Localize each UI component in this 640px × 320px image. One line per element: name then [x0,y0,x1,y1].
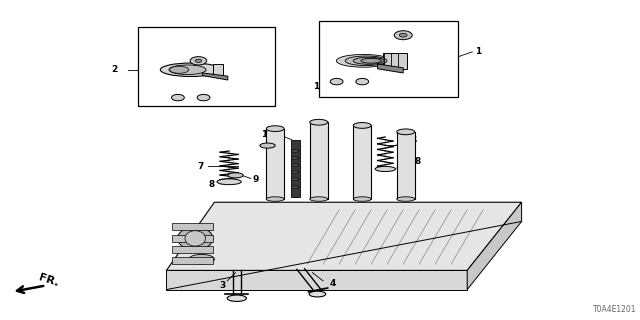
Ellipse shape [309,291,326,297]
Bar [397,132,415,199]
Ellipse shape [266,197,284,201]
Circle shape [399,33,407,37]
Circle shape [195,59,202,62]
Ellipse shape [375,166,396,172]
Text: 4: 4 [330,279,336,288]
Text: 9: 9 [253,175,259,184]
Text: 2: 2 [111,65,117,74]
Text: 10: 10 [368,82,380,91]
Ellipse shape [353,197,371,201]
Ellipse shape [361,59,381,63]
Ellipse shape [170,66,189,73]
Text: 3: 3 [220,281,226,290]
Ellipse shape [291,150,299,152]
Ellipse shape [310,119,328,125]
Text: 5: 5 [398,68,404,77]
Text: 9: 9 [404,140,410,149]
Ellipse shape [178,227,212,250]
Ellipse shape [266,126,284,132]
Text: 12: 12 [227,43,240,52]
Ellipse shape [160,63,221,76]
Bar [353,125,371,199]
Bar [383,53,407,69]
Ellipse shape [217,179,241,185]
Circle shape [197,94,210,101]
Text: 7: 7 [197,162,204,171]
Ellipse shape [291,186,299,188]
Bar [172,223,213,230]
Ellipse shape [353,123,371,128]
Bar [310,122,328,199]
Text: T0A4E1201: T0A4E1201 [593,305,637,314]
Ellipse shape [353,57,384,64]
Polygon shape [202,73,228,80]
Ellipse shape [291,157,299,159]
Text: 11: 11 [261,130,274,139]
Ellipse shape [291,178,299,180]
Ellipse shape [189,254,214,264]
Ellipse shape [185,231,205,246]
Polygon shape [166,202,522,270]
Ellipse shape [169,65,206,75]
Ellipse shape [228,173,243,178]
Ellipse shape [337,54,390,67]
Bar [172,246,213,253]
Text: 10: 10 [313,82,325,91]
Text: 8: 8 [209,180,215,189]
Text: 5: 5 [245,78,252,87]
Bar [172,235,213,242]
Bar [319,21,458,97]
Circle shape [172,94,184,101]
Text: 13: 13 [424,29,437,38]
Polygon shape [166,270,467,290]
Polygon shape [467,202,522,290]
Text: FR.: FR. [37,272,60,288]
Bar [138,27,275,106]
Ellipse shape [291,171,299,173]
Bar [266,129,284,199]
Ellipse shape [291,164,299,166]
Circle shape [394,31,412,40]
Ellipse shape [310,197,328,201]
Text: 10: 10 [210,98,222,107]
Circle shape [330,78,343,85]
Ellipse shape [397,197,415,201]
Ellipse shape [227,295,246,301]
Ellipse shape [346,56,387,66]
Ellipse shape [397,129,415,135]
Polygon shape [378,64,403,73]
Text: 1: 1 [475,47,481,56]
Text: 6: 6 [410,136,417,145]
Text: 10: 10 [157,98,170,107]
Circle shape [190,57,207,65]
Bar [291,140,300,197]
Bar [213,64,223,76]
Ellipse shape [260,143,275,148]
Bar [172,257,213,264]
Circle shape [356,78,369,85]
Text: 8: 8 [415,157,421,166]
